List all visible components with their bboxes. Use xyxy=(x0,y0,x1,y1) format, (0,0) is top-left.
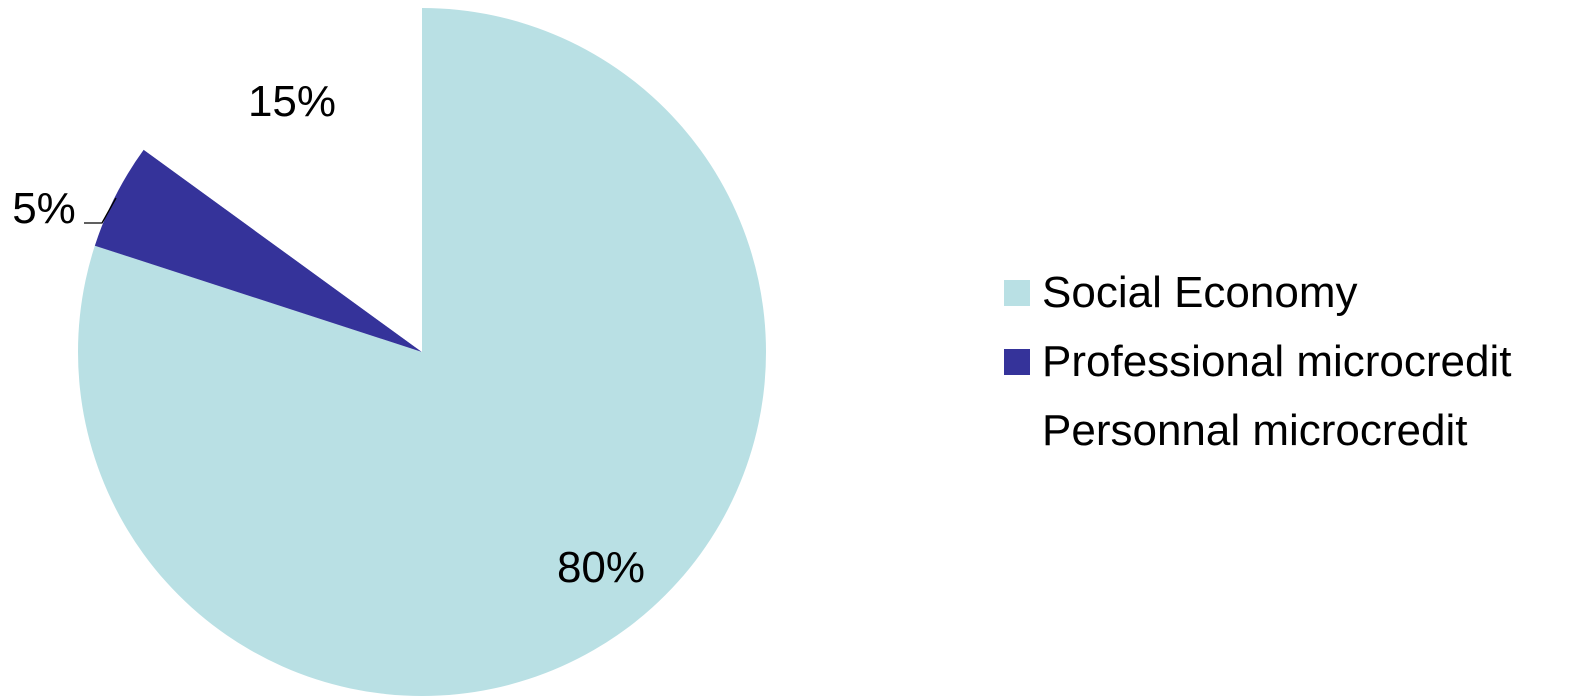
pie-slice-professional-microcredit xyxy=(94,149,423,352)
slice-label-social-economy: 80% xyxy=(557,543,645,592)
slice-label-professional-microcredit: 5% xyxy=(12,184,76,233)
legend-swatch-social-economy xyxy=(1004,279,1030,306)
leader-line-professional-microcredit xyxy=(84,197,117,224)
pie-slices xyxy=(77,8,766,696)
legend-label-personnal-microcredit: Personnal microcredit xyxy=(1042,405,1468,455)
legend-item-personnal-microcredit: Personnal microcredit xyxy=(1004,396,1512,465)
legend-swatch-professional-microcredit xyxy=(1004,348,1030,375)
legend-item-social-economy: Social Economy xyxy=(1004,258,1512,327)
chart-legend: Social Economy Professional microcredit Pe… xyxy=(1004,258,1512,465)
legend-label-social-economy: Social Economy xyxy=(1042,267,1358,317)
leader-lines xyxy=(84,197,117,224)
pie-slice-social-economy xyxy=(77,8,766,696)
legend-swatch-personnal-microcredit xyxy=(1004,417,1030,444)
slice-label-personnal-microcredit: 15% xyxy=(248,77,336,126)
legend-item-professional-microcredit: Professional microcredit xyxy=(1004,327,1512,396)
legend-label-professional-microcredit: Professional microcredit xyxy=(1042,336,1512,386)
pie-slice-personnal-microcredit xyxy=(143,8,422,352)
slice-labels: 80% 5% 15% xyxy=(12,77,645,592)
